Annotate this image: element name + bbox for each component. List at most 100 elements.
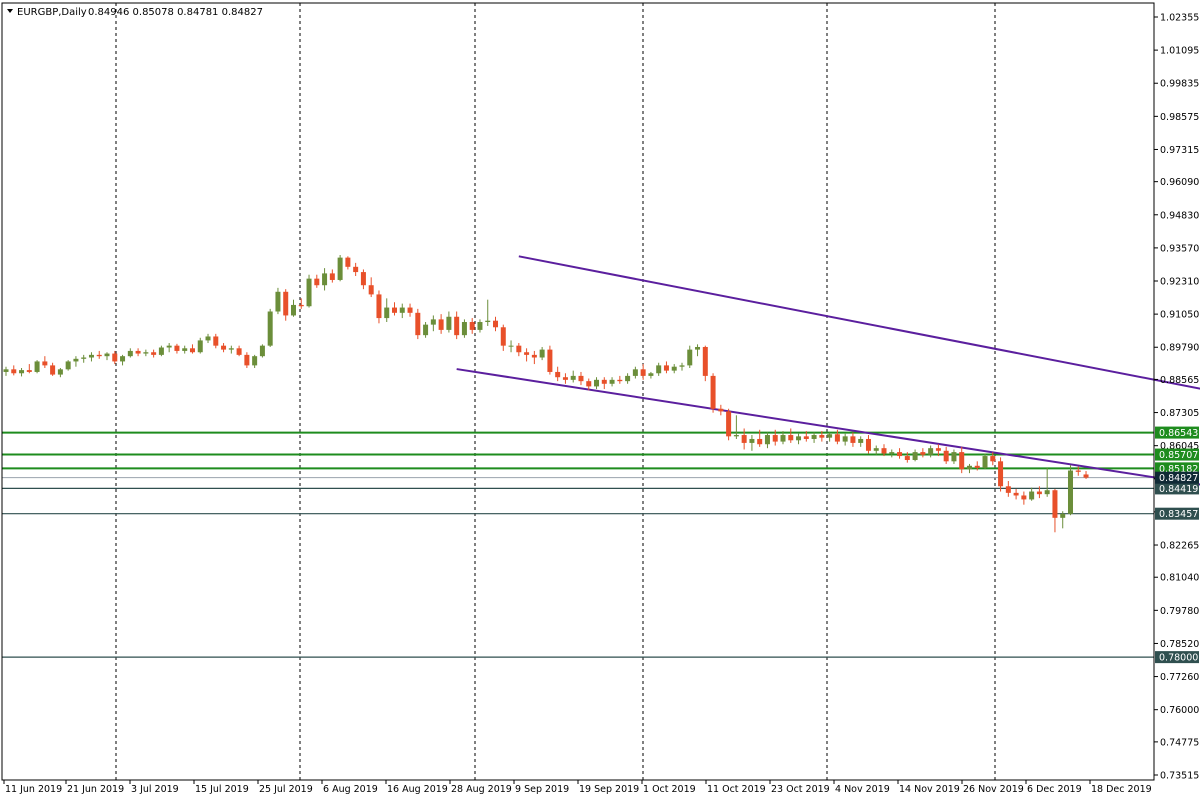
candle-body <box>19 370 25 374</box>
candle-body <box>920 452 926 455</box>
candle-body <box>1052 490 1058 518</box>
y-tick-label: 0.79780 <box>1160 606 1199 617</box>
candle-body <box>982 456 988 468</box>
candle <box>96 350 102 359</box>
candle <box>702 345 708 382</box>
candle-body <box>796 436 802 441</box>
candle-body <box>663 365 669 371</box>
candle <box>687 345 693 369</box>
candle-body <box>392 307 397 313</box>
trend-channel <box>456 255 1200 486</box>
level-label-3: 0.84419 <box>1155 482 1199 495</box>
candle <box>539 346 545 361</box>
symbol-label: EURGBP,Daily <box>17 7 87 18</box>
y-tick-label: 0.87305 <box>1160 408 1199 419</box>
candle <box>415 308 421 340</box>
candle <box>726 408 732 441</box>
candle <box>430 315 436 332</box>
candle <box>772 429 778 446</box>
candle-body <box>834 434 840 442</box>
dropdown-triangle-icon[interactable] <box>7 9 13 13</box>
candle-body <box>461 322 467 336</box>
candle <box>570 370 576 383</box>
x-tick-label: 9 Sep 2019 <box>515 784 569 795</box>
candle-body <box>259 345 265 357</box>
level-label-0: 0.86543 <box>1155 426 1199 439</box>
y-tick-label: 0.92310 <box>1160 277 1199 288</box>
current-price-label-bg <box>1155 471 1199 484</box>
candle-body <box>151 352 157 355</box>
candle-body <box>438 319 444 330</box>
candle <box>197 337 203 354</box>
x-tick-label: 28 Aug 2019 <box>451 784 512 795</box>
candle <box>966 463 972 474</box>
x-tick-label: 6 Dec 2019 <box>1027 784 1082 795</box>
candle <box>104 352 110 361</box>
candle <box>228 345 234 354</box>
candle <box>438 314 444 334</box>
candle-body <box>493 320 499 328</box>
candle <box>601 377 607 390</box>
candle-body <box>1036 491 1042 495</box>
candle <box>306 274 312 308</box>
y-tick-label: 0.94830 <box>1160 210 1199 221</box>
candle <box>1021 491 1027 505</box>
candle-body <box>687 349 693 366</box>
candle-body <box>749 438 755 443</box>
candle-body <box>881 448 887 454</box>
candle <box>322 268 328 291</box>
candle-body <box>430 319 436 325</box>
candle <box>189 344 195 354</box>
candle <box>881 444 887 457</box>
candle <box>990 452 996 466</box>
candle <box>1067 465 1073 516</box>
candle-body <box>656 365 662 374</box>
y-tick-label: 0.78520 <box>1160 639 1199 650</box>
candle-body <box>741 435 747 443</box>
candle-body <box>407 307 413 313</box>
chart-header: EURGBP,Daily 0.84946 0.85078 0.84781 0.8… <box>7 7 263 18</box>
x-tick-label: 25 Jul 2019 <box>259 784 313 795</box>
y-tick-label: 0.99835 <box>1160 79 1199 90</box>
candle-body <box>306 278 312 307</box>
candle-body <box>679 365 685 367</box>
candle <box>166 343 172 353</box>
candle <box>493 316 499 332</box>
candle-body <box>166 345 172 348</box>
candle <box>609 377 615 387</box>
candle-body <box>858 438 864 443</box>
candle <box>656 362 662 376</box>
candle <box>524 348 530 362</box>
candle <box>695 344 701 357</box>
candle <box>594 377 600 390</box>
candle <box>889 449 895 458</box>
candle <box>329 269 335 283</box>
candle-body <box>648 373 654 376</box>
candle <box>1005 481 1011 497</box>
candle-body <box>547 349 553 372</box>
candle-body <box>65 361 71 370</box>
candle-body <box>959 452 965 470</box>
candle <box>547 345 553 375</box>
candle <box>182 345 188 354</box>
candle-body <box>189 348 195 353</box>
candle <box>143 349 149 357</box>
y-tick-label: 1.02355 <box>1160 13 1199 24</box>
candle <box>213 333 219 349</box>
candle <box>858 436 864 447</box>
candle-body <box>337 257 343 280</box>
candle <box>555 366 561 382</box>
candle-body <box>594 379 600 387</box>
candle-body <box>205 336 211 341</box>
candle <box>423 322 429 338</box>
candle-body <box>360 272 366 286</box>
candle-body <box>897 452 903 457</box>
candle-body <box>928 448 934 455</box>
candle-body <box>1013 492 1019 496</box>
candle <box>1083 471 1089 479</box>
candle <box>244 352 250 369</box>
candle-body <box>539 349 545 358</box>
candle-body <box>570 375 576 380</box>
